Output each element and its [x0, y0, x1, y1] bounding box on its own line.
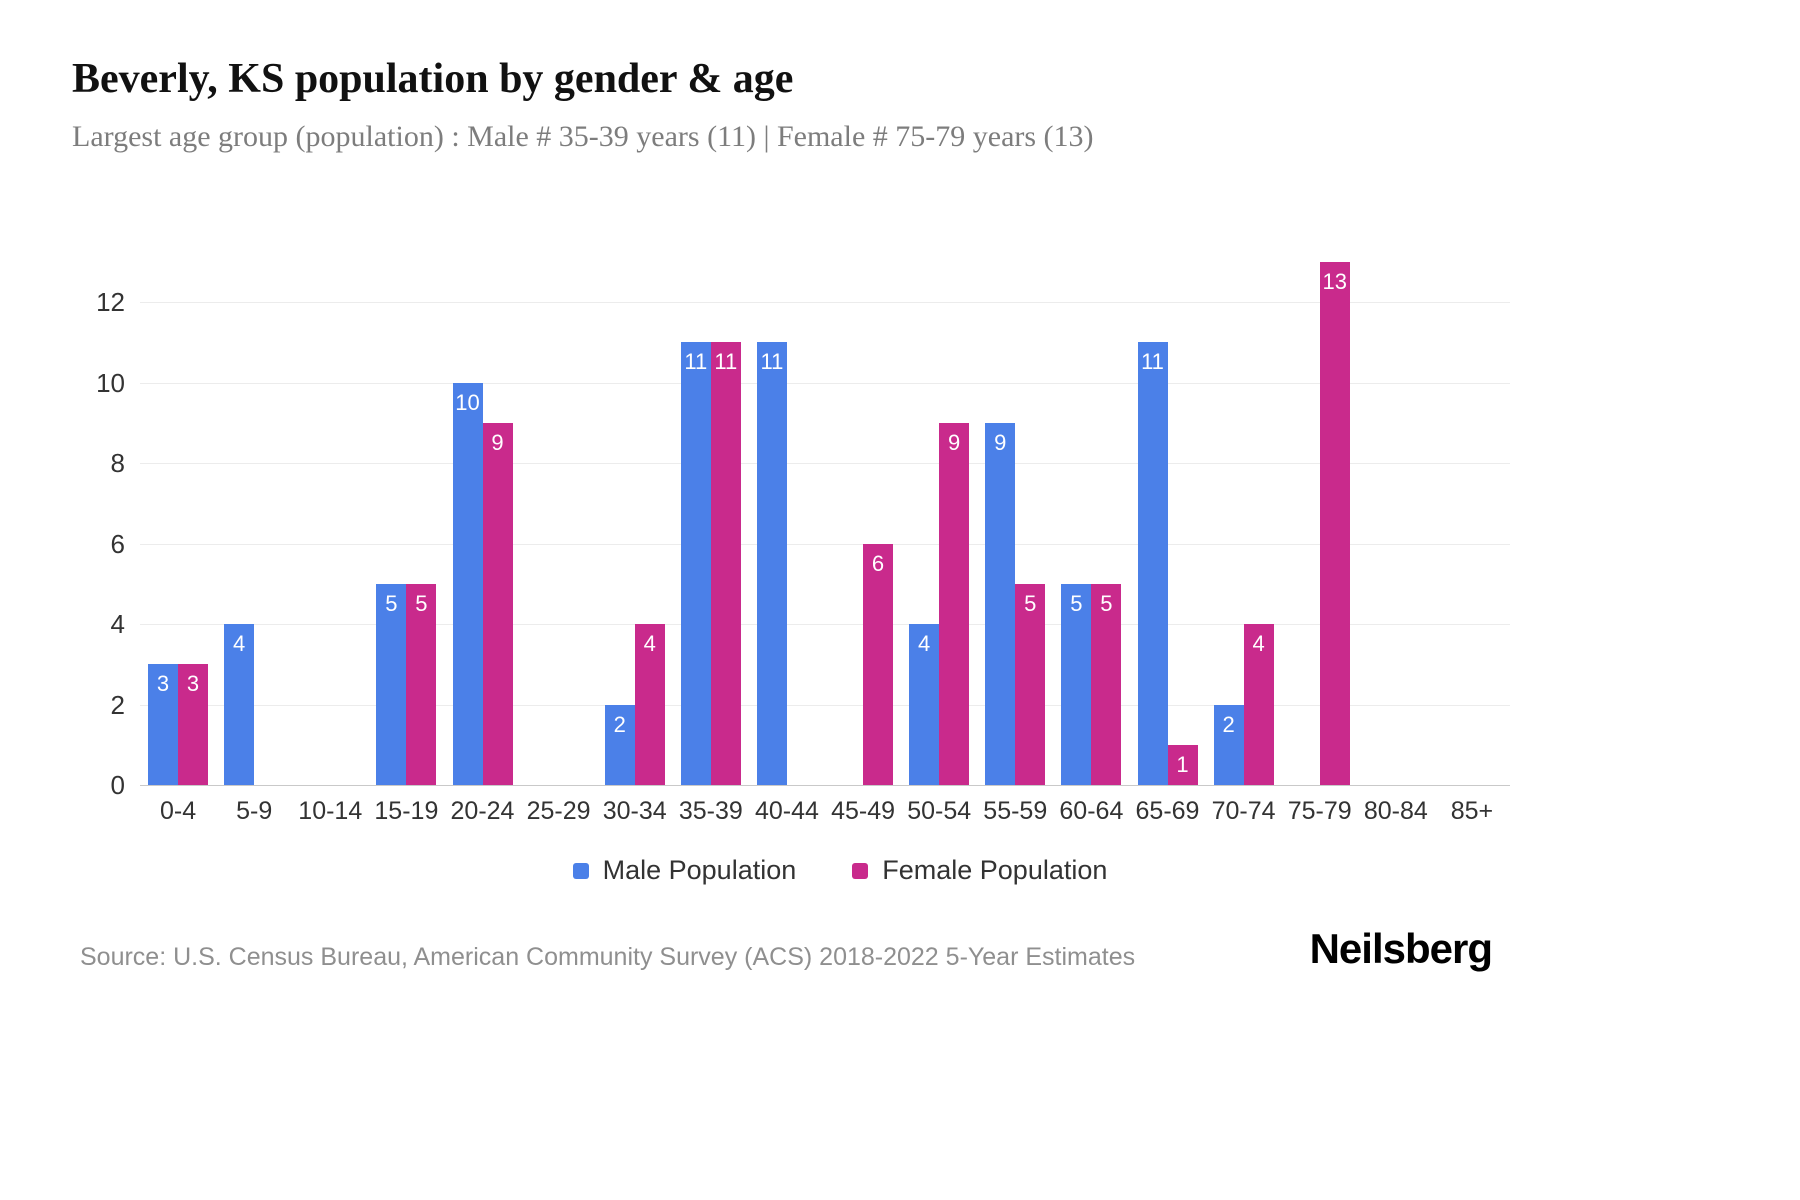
bar-female-30-34: 4 [634, 624, 665, 785]
bar-value-label: 11 [684, 349, 708, 375]
bar-female-50-54: 9 [939, 422, 970, 785]
legend-label-male: Male Population [602, 855, 797, 885]
bar-value-label: 4 [643, 631, 656, 656]
x-axis-label-30-34: 30-34 [602, 797, 667, 825]
bar-value-label: 4 [918, 631, 931, 656]
bar-male-20-24: 10 [452, 382, 483, 785]
bar-female-0-4: 3 [178, 664, 209, 785]
bar-value-label: 5 [1070, 590, 1083, 616]
bar-male-35-39: 11 [680, 342, 711, 785]
bar-value-label: 1 [1176, 751, 1189, 777]
bar-male-55-59: 9 [985, 422, 1016, 785]
bar-value-label: 10 [455, 389, 480, 415]
y-axis-tick-0: 0 [110, 770, 125, 800]
bar-value-label: 4 [233, 631, 246, 656]
bar-male-70-74: 2 [1213, 704, 1244, 785]
x-axis-label-85+: 85+ [1450, 797, 1494, 825]
legend-item-female: Female Population [852, 855, 1107, 886]
x-axis-label-10-14: 10-14 [298, 797, 363, 825]
bar-value-label: 5 [1100, 590, 1113, 616]
bar-value-label: 11 [760, 349, 784, 375]
legend-swatch-male [572, 862, 589, 879]
legend-label-female: Female Population [882, 855, 1108, 885]
x-axis-label-5-9: 5-9 [236, 797, 273, 825]
bar-value-label: 4 [1252, 631, 1265, 656]
gridline-y-6 [140, 543, 1510, 545]
legend: Male Population Female Population [0, 855, 1680, 886]
x-axis-label-80-84: 80-84 [1363, 797, 1428, 825]
bar-male-60-64: 5 [1061, 583, 1092, 785]
x-axis-label-75-79: 75-79 [1287, 797, 1352, 825]
brand-logo: Neilsberg [1309, 925, 1493, 972]
bar-male-0-4: 3 [148, 664, 179, 785]
x-axis-label-40-44: 40-44 [754, 797, 819, 825]
gridline-y-12 [140, 302, 1510, 303]
legend-swatch-female [852, 862, 869, 879]
bar-male-65-69: 11 [1137, 342, 1168, 785]
bar-value-label: 5 [415, 590, 428, 616]
x-axis-label-50-54: 50-54 [907, 797, 972, 825]
bar-value-label: 11 [714, 349, 738, 375]
y-axis-tick-6: 6 [110, 528, 125, 559]
bar-male-30-34: 2 [604, 704, 635, 785]
x-axis-label-35-39: 35-39 [678, 797, 743, 825]
bar-female-15-19: 5 [406, 583, 437, 785]
bar-value-label: 9 [491, 429, 504, 455]
bar-value-label: 11 [1141, 349, 1164, 375]
x-axis-label-60-64: 60-64 [1059, 797, 1124, 825]
gridline-y-0 [140, 785, 1510, 786]
bar-value-label: 3 [186, 671, 200, 697]
x-axis-label-45-49: 45-49 [831, 797, 896, 825]
bar-value-label: 6 [871, 550, 885, 576]
bar-male-15-19: 5 [376, 583, 407, 785]
x-axis-label-0-4: 0-4 [159, 797, 197, 825]
bar-female-65-69: 1 [1167, 744, 1198, 785]
x-axis-label-65-69: 65-69 [1135, 797, 1200, 825]
legend-item-male: Male Population [572, 855, 797, 886]
x-axis-label-20-24: 20-24 [450, 797, 515, 825]
y-axis-tick-8: 8 [110, 448, 125, 478]
bar-female-45-49: 6 [863, 543, 894, 785]
bar-male-40-44: 11 [756, 342, 787, 785]
chart-title: Beverly, KS population by gender & age [72, 56, 794, 102]
bar-female-35-39: 11 [710, 342, 741, 785]
y-axis-tick-10: 10 [96, 367, 125, 398]
y-axis-tick-2: 2 [110, 689, 125, 720]
bar-value-label: 3 [156, 671, 170, 697]
bar-female-55-59: 5 [1015, 583, 1046, 785]
gridline-y-10 [140, 382, 1510, 384]
bar-value-label: 5 [1024, 590, 1037, 616]
x-axis-label-15-19: 15-19 [374, 797, 439, 825]
bar-value-label: 9 [994, 429, 1007, 455]
bar-value-label: 9 [948, 429, 961, 455]
chart-subtitle: Largest age group (population) : Male # … [72, 120, 1094, 153]
y-axis-tick-4: 4 [110, 609, 125, 639]
source-attribution: Source: U.S. Census Bureau, American Com… [80, 943, 1136, 971]
x-axis-label-70-74: 70-74 [1211, 797, 1276, 825]
bar-female-70-74: 4 [1243, 624, 1274, 785]
bar-male-5-9: 4 [224, 624, 255, 785]
gridline-y-2 [140, 704, 1510, 706]
gridline-y-4 [140, 624, 1510, 625]
bar-value-label: 2 [1222, 711, 1235, 737]
bar-female-60-64: 5 [1091, 583, 1122, 785]
bar-value-label: 2 [613, 711, 626, 737]
x-axis-label-25-29: 25-29 [526, 797, 591, 825]
bar-male-50-54: 4 [909, 624, 940, 785]
bar-value-label: 13 [1322, 268, 1347, 294]
gridline-y-8 [140, 463, 1510, 464]
bar-female-20-24: 9 [482, 422, 513, 785]
y-axis-tick-12: 12 [96, 287, 125, 317]
x-axis-label-55-59: 55-59 [983, 797, 1048, 825]
bar-female-75-79: 13 [1319, 261, 1350, 785]
bar-value-label: 5 [385, 590, 398, 616]
